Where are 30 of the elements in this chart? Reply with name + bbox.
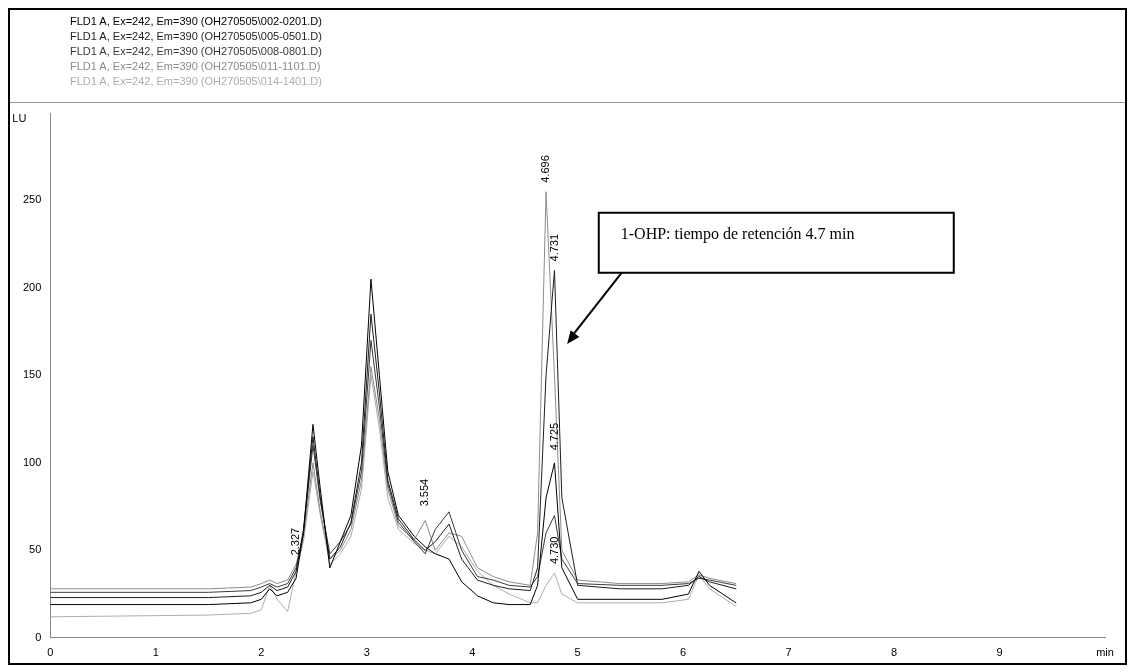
x-tick-label: 8 (891, 646, 898, 659)
x-tick-label: 7 (785, 646, 792, 659)
x-tick-label: 4 (469, 646, 476, 659)
annotation: 3.554 (418, 478, 431, 507)
y-tick-label: 50 (29, 543, 42, 556)
annotation: 4.731 (547, 233, 560, 262)
text: FLD1 A, Ex=242, Em=390 (OH270505\005-0501.D) (70, 29, 322, 44)
x-tick-label: 6 (680, 646, 687, 659)
annotation: 4.730 (547, 536, 560, 565)
x-tick-label: min (1096, 646, 1114, 659)
text: FLD1 A, Ex=242, Em=390 (OH270505\011-1101.D) (70, 59, 322, 74)
annotation: 4.696 (539, 155, 552, 183)
annotation: 2.327 (288, 527, 301, 556)
y-tick-label: 150 (22, 368, 42, 381)
y-tick-label: 100 (22, 455, 42, 468)
x-tick-label: 9 (996, 646, 1003, 659)
y-tick-label: 250 (22, 193, 42, 206)
y-axis-title: LU (12, 111, 27, 124)
annotation: 1-OHP: tiempo de retención 4.7 min (620, 224, 855, 243)
text: FLD1 A, Ex=242, Em=390 (OH270505\008-0801.D) (70, 44, 322, 59)
x-tick-label: 3 (363, 646, 370, 659)
x-tick-label: 2 (258, 646, 265, 659)
x-tick-label: 0 (47, 646, 54, 659)
text: FLD1 A, Ex=242, Em=390 (OH270505\002-0201.D) (70, 14, 322, 29)
y-tick-label: 0 (35, 630, 42, 643)
x-tick-label: 1 (152, 646, 159, 659)
x-tick-label: 5 (574, 646, 581, 659)
annotation: 4.725 (547, 422, 560, 451)
y-tick-label: 200 (22, 280, 42, 293)
text: FLD1 A, Ex=242, Em=390 (OH270505\014-1401.D) (70, 74, 322, 89)
